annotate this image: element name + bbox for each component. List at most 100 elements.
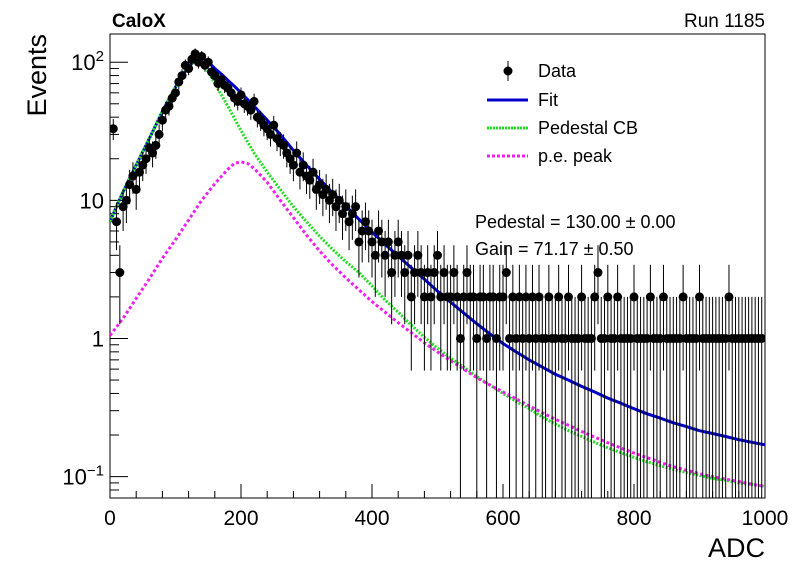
x-tick-label: 200: [223, 507, 258, 530]
experiment-label: CaloX: [112, 11, 166, 32]
legend-entry-fit: Fit: [487, 90, 558, 110]
data-point: [367, 237, 377, 247]
data-point: [511, 333, 521, 343]
data-point: [380, 250, 390, 260]
data-point: [184, 64, 194, 74]
data-point: [472, 333, 482, 343]
data-point: [498, 292, 508, 302]
y-tick-label: 1: [92, 326, 104, 351]
data-point: [695, 292, 704, 302]
data-point: [148, 148, 158, 158]
data-point: [265, 129, 275, 139]
data-point: [573, 333, 583, 343]
data-point: [171, 88, 180, 98]
data-point: [413, 250, 423, 260]
data-point: [488, 292, 498, 302]
data-point: [514, 292, 524, 302]
x-axis-title: ADC: [708, 533, 765, 563]
legend-entry-pe-peak: p.e. peak: [487, 146, 613, 166]
data-point: [541, 333, 551, 343]
data-point: [501, 268, 511, 278]
data-point: [449, 268, 459, 278]
data-point: [154, 129, 164, 139]
data-point: [433, 250, 442, 260]
data-point: [462, 268, 472, 278]
data-point: [121, 195, 131, 205]
data-point: [360, 217, 370, 227]
data-point: [478, 292, 488, 302]
data-point: [292, 148, 302, 158]
data-point: [482, 333, 492, 343]
data-point: [416, 268, 426, 278]
data-point: [288, 160, 298, 170]
data-point: [491, 333, 501, 343]
data-point: [246, 105, 256, 115]
data-point: [419, 292, 429, 302]
data-point: [298, 160, 308, 170]
data-point: [446, 292, 456, 302]
data-point: [531, 333, 541, 343]
data-point: [609, 333, 619, 343]
data-point: [279, 140, 289, 150]
legend-label-pedestal: Pedestal CB: [538, 118, 638, 138]
data-point: [613, 292, 623, 302]
data-point: [518, 333, 528, 343]
data-point: [377, 237, 387, 247]
data-point: [429, 268, 439, 278]
data-point: [721, 333, 731, 343]
data-point: [134, 167, 144, 177]
x-tick-label: 800: [616, 507, 651, 530]
data-point: [128, 171, 138, 181]
data-point: [410, 268, 420, 278]
data-point: [141, 154, 151, 164]
gain-annotation: Gain = 71.17 ± 0.50: [475, 239, 634, 259]
data-point: [675, 333, 685, 343]
data-point: [423, 268, 433, 278]
x-tick-label: 400: [354, 507, 389, 530]
data-point: [249, 96, 259, 106]
data-point: [400, 268, 410, 278]
data-point: [603, 292, 613, 302]
data-point: [642, 333, 652, 343]
y-tick-label: 102: [71, 48, 104, 75]
data-point: [459, 292, 469, 302]
data-point: [439, 268, 449, 278]
data-point: [406, 292, 416, 302]
axis-ticks: 0 200 400 600 800 1000 10−1 1 10 102: [62, 48, 788, 530]
data-point: [527, 292, 537, 302]
x-tick-label: 0: [104, 507, 116, 530]
data-point: [131, 184, 141, 194]
legend-entry-pedestal: Pedestal CB: [487, 118, 638, 138]
data-point: [508, 292, 518, 302]
data-point: [524, 333, 534, 343]
data-point: [125, 180, 135, 190]
x-tick-label: 1000: [742, 507, 789, 530]
legend: Data Fit Pedestal CB p.e. peak: [487, 61, 638, 166]
plot-frame: [109, 33, 766, 499]
data-point: [403, 250, 413, 260]
data-point: [577, 292, 587, 302]
data-point: [469, 292, 479, 302]
data-point: [554, 292, 564, 302]
y-axis-title: Events: [22, 34, 52, 117]
data-point: [600, 333, 610, 343]
legend-label-fit: Fit: [538, 90, 558, 110]
data-point: [374, 226, 384, 236]
data-point: [370, 250, 380, 260]
data-point: [341, 202, 351, 212]
data-point: [305, 175, 315, 185]
data-point: [354, 237, 364, 247]
data-point: [347, 209, 357, 219]
data-point: [334, 195, 344, 205]
data-point: [521, 292, 531, 302]
data-point: [396, 250, 406, 260]
data-point: [115, 268, 125, 278]
data-point: [112, 217, 122, 227]
data-point: [590, 292, 600, 302]
data-point: [344, 217, 354, 227]
data-point: [157, 115, 167, 125]
legend-marker-data: [503, 66, 513, 76]
data-point: [364, 226, 374, 236]
data-point: [236, 90, 246, 100]
data-point: [505, 333, 515, 343]
